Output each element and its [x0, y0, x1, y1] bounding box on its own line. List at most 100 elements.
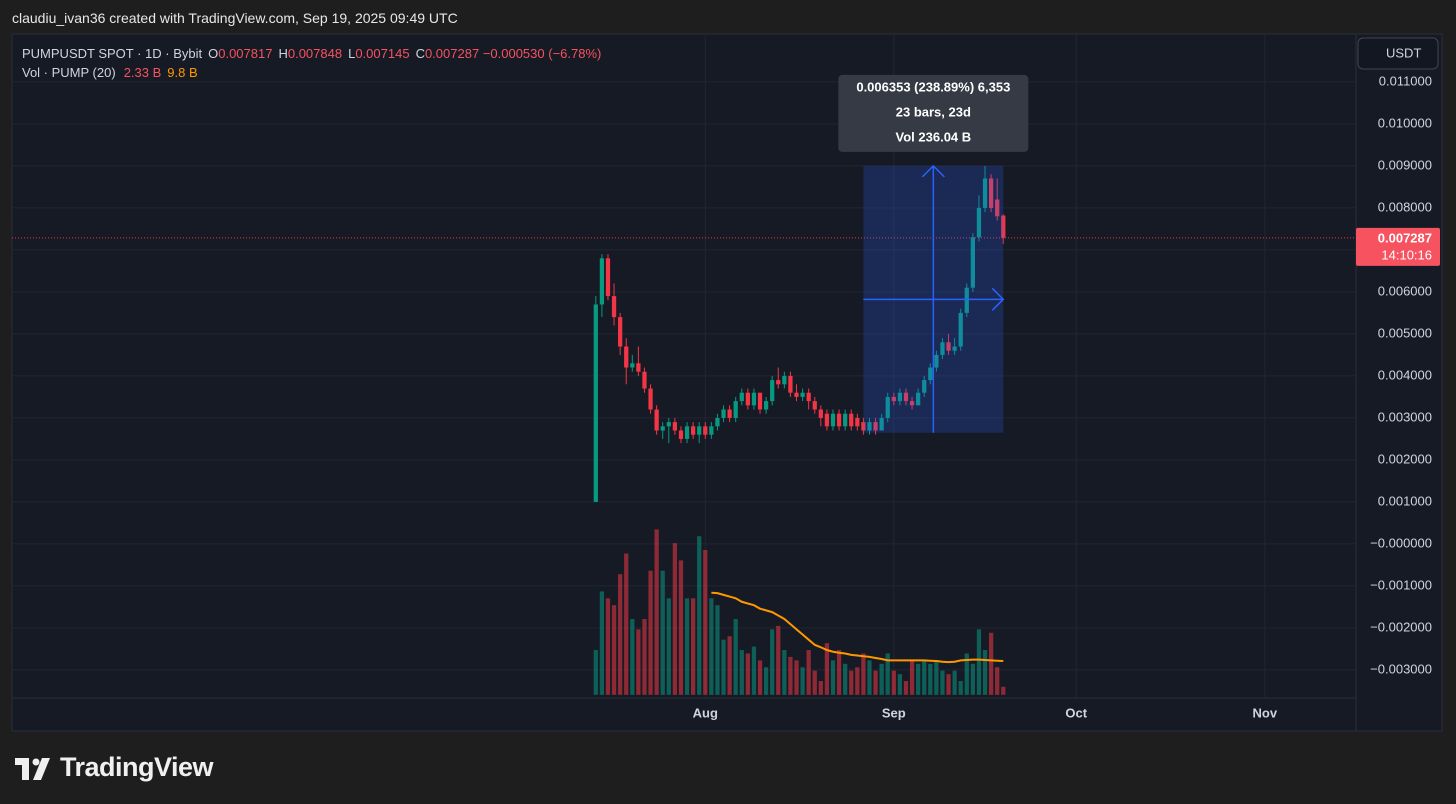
- candle-body: [733, 401, 738, 418]
- volume-bar: [605, 598, 611, 695]
- candle-body: [770, 380, 775, 402]
- candle-body: [636, 363, 641, 372]
- candle-body: [836, 413, 842, 427]
- volume-bar: [800, 667, 805, 695]
- volume-bar: [727, 636, 732, 695]
- volume-bar: [690, 598, 696, 695]
- volume-bar: [873, 670, 878, 695]
- volume-bar: [830, 660, 836, 695]
- y-tick-label: 0.010000: [1378, 115, 1432, 130]
- change: −0.000530 (−6.78%): [482, 46, 602, 61]
- last-price-box: [1356, 227, 1440, 266]
- volume-bar: [940, 670, 945, 695]
- candle-body: [897, 392, 903, 402]
- symbol: PUMPUSDT SPOT · 1D · Bybit: [22, 46, 203, 61]
- volume-ma-line: [711, 591, 1004, 664]
- volume-bar: [763, 667, 769, 695]
- volume-bar: [934, 660, 939, 695]
- candle-body: [690, 426, 696, 435]
- volume-bar: [995, 667, 1000, 695]
- candle-body: [763, 401, 769, 410]
- volume-name: Vol · PUMP (20): [22, 65, 116, 80]
- measure-text: 23 bars, 23d: [896, 104, 971, 119]
- candle-body: [922, 380, 927, 393]
- y-tick-label: 0.006000: [1378, 283, 1432, 298]
- candle-body: [867, 422, 872, 431]
- candle-body: [976, 207, 982, 238]
- legend: PUMPUSDT SPOT · 1D · Bybit O0.007817 H0.00…: [22, 44, 601, 82]
- candle-body: [824, 413, 830, 427]
- candle-body: [885, 396, 890, 418]
- candle-body: [630, 363, 635, 368]
- measure-text: Vol 236.04 B: [896, 129, 972, 144]
- ohlc-value: 0.007287: [424, 46, 480, 61]
- volume-bar: [697, 536, 702, 695]
- x-tick-label: Aug: [693, 705, 718, 720]
- candle-body: [849, 413, 854, 427]
- volume-bar: [964, 653, 969, 695]
- candle-body: [666, 422, 671, 427]
- candle-body: [709, 426, 714, 435]
- candle-body: [916, 392, 921, 406]
- ohlc-value: 0.007848: [287, 46, 343, 61]
- ohlc-value: 0.007145: [355, 46, 410, 61]
- volume-bar: [739, 650, 744, 695]
- candle-body: [988, 178, 994, 208]
- ohlc-letter: H: [278, 46, 288, 61]
- x-tick-label: Oct: [1065, 705, 1087, 720]
- candle-body: [654, 409, 659, 431]
- candle-body: [757, 392, 763, 410]
- y-tick-label: 0.009000: [1378, 157, 1432, 172]
- candle-body: [672, 422, 678, 431]
- volume-bar: [891, 670, 896, 695]
- volume-value: 2.33 B: [123, 65, 162, 80]
- candle-body: [861, 422, 866, 431]
- countdown: 14:10:16: [1381, 247, 1432, 262]
- candle-body: [745, 392, 750, 406]
- chart-panel: [11, 33, 1443, 732]
- volume-bar: [593, 650, 598, 695]
- candle-body: [684, 426, 690, 439]
- measure-arrow: [863, 164, 1005, 433]
- measure-text: 0.006353 (238.89%) 6,353: [856, 79, 1010, 94]
- measure-tooltip: [838, 74, 1029, 152]
- candle-body: [818, 409, 823, 418]
- volume-bar: [970, 663, 975, 695]
- volume-bar: [794, 660, 799, 695]
- volume-bar: [757, 660, 763, 695]
- candle-body: [934, 354, 939, 368]
- credit: claudiu_ivan36 created with TradingView.…: [12, 10, 458, 26]
- candle-body: [642, 371, 647, 389]
- y-tick-label: −0.001000: [1370, 577, 1432, 592]
- volume-bar: [855, 667, 860, 695]
- volume-bar: [672, 543, 678, 695]
- y-tick-label: −0.002000: [1370, 619, 1432, 634]
- candle-body: [678, 430, 684, 439]
- currency[interactable]: USDT: [1386, 45, 1421, 60]
- volume-bar: [903, 681, 909, 695]
- candle-body: [843, 413, 848, 427]
- candle-body: [909, 401, 915, 406]
- volume-bar: [812, 670, 817, 695]
- brand: TradingView: [60, 752, 214, 782]
- candle-body: [928, 367, 933, 381]
- candle-body: [873, 422, 878, 431]
- currency-button[interactable]: [1357, 37, 1439, 70]
- candle-body: [593, 304, 598, 502]
- volume-bar: [770, 629, 775, 695]
- ohlc-value: 0.007817: [218, 46, 273, 61]
- candle-body: [879, 417, 884, 431]
- volume-bar: [861, 653, 866, 695]
- candle-body: [605, 258, 611, 297]
- volume-bar: [666, 598, 671, 695]
- volume-bar: [1001, 686, 1006, 695]
- y-tick-label: −0.000000: [1370, 535, 1432, 550]
- ohlc-letter: C: [415, 46, 425, 61]
- candle-body: [891, 396, 896, 402]
- y-tick-label: 0.008000: [1378, 199, 1432, 214]
- volume-bar: [624, 553, 629, 695]
- candle-body: [995, 199, 1000, 217]
- volume-bar: [909, 660, 915, 695]
- candle-body: [970, 237, 975, 288]
- x-tick-label: Sep: [882, 705, 906, 720]
